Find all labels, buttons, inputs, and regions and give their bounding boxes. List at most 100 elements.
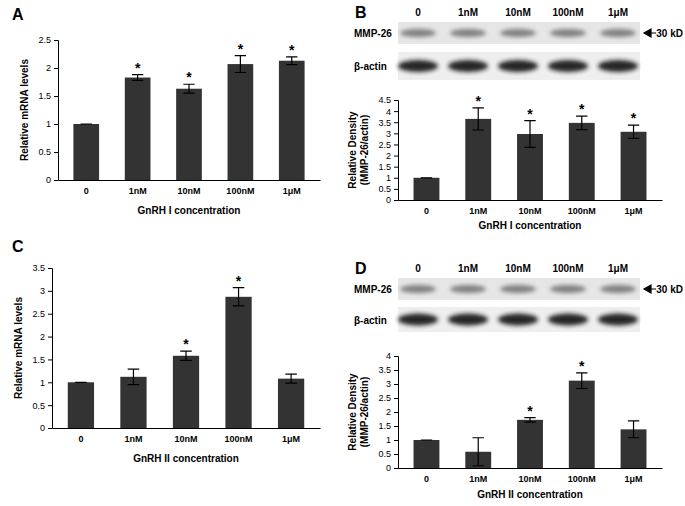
y-tick: 0 <box>386 195 398 205</box>
blot-band <box>600 285 636 293</box>
error-bar <box>180 351 192 360</box>
panel: A00.511.522.501nM10nM100nM1μMGnRH I conc… <box>12 6 321 216</box>
y-tick: 3 <box>40 286 52 296</box>
tick-label: 3 <box>386 129 391 139</box>
tick-mark <box>394 122 398 123</box>
error-bar <box>75 382 87 383</box>
tick-mark <box>394 454 398 455</box>
y-tick: 0 <box>46 175 58 185</box>
significance-mark: * <box>135 60 141 76</box>
error-bar <box>81 123 92 124</box>
axis-line <box>399 200 663 201</box>
y-tick: 2 <box>386 407 398 417</box>
size-arrow <box>644 29 656 37</box>
tick-label: 0 <box>78 434 83 444</box>
tick-mark <box>394 167 398 168</box>
axis-line <box>394 101 399 201</box>
figure: A00.511.522.501nM10nM100nM1μMGnRH I conc… <box>0 0 685 506</box>
axis-line <box>399 468 663 469</box>
error-bar <box>286 57 297 65</box>
tick-mark <box>48 382 52 383</box>
tick-mark <box>48 359 52 360</box>
tick-label: 100nM <box>225 434 253 444</box>
x-tick: 100nM <box>225 428 253 444</box>
tick-label: 100nM <box>568 206 596 216</box>
axis-line <box>54 41 59 181</box>
tick-mark <box>394 426 398 427</box>
lane-label: 1μM <box>608 7 628 18</box>
x-tick: 0 <box>424 468 429 484</box>
blot-band <box>498 60 538 72</box>
tick-mark <box>394 189 398 190</box>
y-tick: 0.5 <box>378 184 398 194</box>
y-tick: 2 <box>386 151 398 161</box>
x-tick: 0 <box>84 180 89 196</box>
panel-title: A <box>12 6 24 23</box>
x-tick: 1nM <box>129 180 147 196</box>
tick-label: 3.5 <box>32 263 45 273</box>
y-tick: 1.5 <box>378 162 398 172</box>
tick-label: 0 <box>424 474 429 484</box>
bar <box>73 124 99 180</box>
y-axis-title: Relative Density(MMP-26/actin) <box>347 111 370 189</box>
y-tick: 2.5 <box>378 393 398 403</box>
tick-mark <box>394 200 398 201</box>
panel: D00.511.522.533.5401nM10nM100nM1μMGnRH I… <box>347 260 683 500</box>
error-bar <box>628 125 639 138</box>
x-tick: 10nM <box>174 428 197 444</box>
blot-strip <box>398 278 640 300</box>
axis-line <box>394 357 399 469</box>
x-tick: 1nM <box>124 428 142 444</box>
bar <box>225 297 251 428</box>
tick-label: 0 <box>386 195 391 205</box>
tick-mark <box>48 428 52 429</box>
blot-band <box>400 29 436 37</box>
row-label: β-actin <box>354 315 387 326</box>
tick-label: 1nM <box>124 434 142 444</box>
tick-mark <box>54 180 58 181</box>
tick-mark <box>48 291 52 292</box>
tick-mark <box>394 370 398 371</box>
y-tick: 2.5 <box>32 309 52 319</box>
blot-band <box>400 285 436 293</box>
error-bar <box>421 439 432 440</box>
tick-mark <box>394 100 398 101</box>
blot-band <box>550 29 586 37</box>
tick-label: 0 <box>424 206 429 216</box>
tick-label: 1μM <box>625 206 643 216</box>
significance-mark: * <box>289 42 295 58</box>
y-tick: 2 <box>46 63 58 73</box>
bar <box>125 78 151 180</box>
x-axis: 01nM10nM100nM1μM <box>399 468 663 484</box>
tick-label: 2.5 <box>378 140 391 150</box>
significance-mark: * <box>238 41 244 57</box>
bar <box>279 61 305 180</box>
blot-band <box>448 60 488 72</box>
row-label: MMP-26 <box>354 284 392 295</box>
error-bar <box>576 116 587 129</box>
x-axis: 01nM10nM100nM1μM <box>399 200 663 216</box>
tick-label: 0 <box>84 186 89 196</box>
tick-mark <box>48 268 52 269</box>
tick-label: 1μM <box>625 474 643 484</box>
significance-mark: * <box>476 93 482 109</box>
x-tick: 0 <box>424 200 429 216</box>
error-bar <box>235 56 246 73</box>
y-tick: 0 <box>40 423 52 433</box>
tick-label: 1.5 <box>378 421 391 431</box>
tick-label: 3 <box>40 286 45 296</box>
bar <box>278 379 304 428</box>
error-bar <box>473 438 484 466</box>
tick-label: 0.5 <box>378 184 391 194</box>
y-tick: 4 <box>386 106 398 116</box>
y-axis: 00.511.522.5 <box>38 35 58 185</box>
tick-mark <box>394 144 398 145</box>
tick-label: 3.5 <box>378 118 391 128</box>
bar <box>621 132 647 200</box>
lane-label: 0 <box>415 7 421 18</box>
tick-mark <box>394 440 398 441</box>
y-axis-title: Relative mRNA levels <box>13 297 24 399</box>
error-bar <box>576 373 587 389</box>
blot-band <box>498 314 538 326</box>
tick-label: 10nM <box>177 186 200 196</box>
